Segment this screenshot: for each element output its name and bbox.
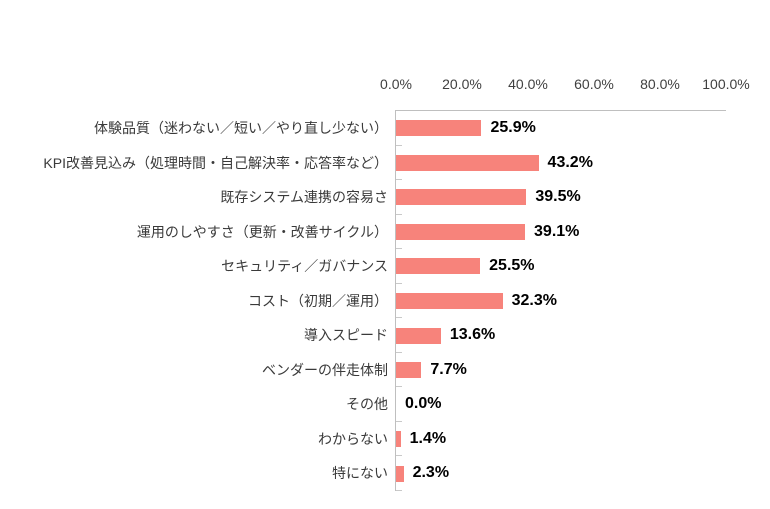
value-label: 25.9% xyxy=(490,119,536,136)
value-label: 32.3% xyxy=(511,291,557,309)
bar xyxy=(396,327,441,344)
bar xyxy=(396,293,503,309)
value-label: 7.7% xyxy=(430,360,467,378)
x-axis-tick-label: 60.0% xyxy=(574,76,614,92)
category-label: ベンダーの伴走体制 xyxy=(262,361,388,378)
y-axis-line xyxy=(395,110,396,491)
category-label: 導入スピード xyxy=(304,327,388,344)
y-axis-tick-mark xyxy=(396,248,402,250)
category-label: コスト（初期／運用） xyxy=(248,292,388,309)
x-axis-tick-label: 80.0% xyxy=(640,76,680,92)
value-label: 39.5% xyxy=(535,188,581,206)
y-axis-tick-mark xyxy=(396,282,402,284)
y-axis-tick-mark xyxy=(396,213,402,215)
x-axis-tick-label: 40.0% xyxy=(508,76,548,92)
bar xyxy=(396,223,526,240)
x-axis-tick-label: 0.0% xyxy=(380,76,412,92)
bar xyxy=(396,258,481,275)
value-label: 13.6% xyxy=(449,326,496,344)
category-label: 運用のしやすさ（更新・改善サイクル） xyxy=(136,223,388,240)
y-axis-tick-mark xyxy=(396,455,402,457)
y-axis-tick-mark xyxy=(396,317,402,319)
x-axis-tick-label: 20.0% xyxy=(442,76,482,92)
bar xyxy=(396,120,482,137)
y-axis-tick-mark xyxy=(396,351,402,353)
y-axis-tick-mark xyxy=(396,179,402,181)
value-label: 43.2% xyxy=(547,153,593,171)
value-label: 1.4% xyxy=(409,429,447,447)
y-axis-tick-mark xyxy=(396,420,402,422)
category-label: 特にない xyxy=(332,465,388,482)
category-label: 体験品質（迷わない／短い／やり直し少ない） xyxy=(94,120,388,136)
plot-top-border xyxy=(395,110,726,111)
value-label: 2.3% xyxy=(412,464,450,482)
value-label: 39.1% xyxy=(534,222,580,240)
value-label: 25.5% xyxy=(489,257,535,275)
y-axis-tick-mark xyxy=(396,386,402,388)
value-label: 0.0% xyxy=(405,395,442,413)
bar xyxy=(396,362,422,379)
y-axis-tick-mark xyxy=(396,144,402,146)
y-axis-tick-mark xyxy=(396,490,402,491)
x-axis-tick-label: 100.0% xyxy=(702,76,750,92)
category-label: その他 xyxy=(346,396,388,413)
bar xyxy=(396,189,527,206)
category-label: KPI改善見込み（処理時間・自己解決率・応答率など） xyxy=(43,154,388,171)
category-label: セキュリティ／ガバナンス xyxy=(221,258,388,275)
category-label: 既存システム連携の容易さ xyxy=(220,189,388,206)
category-label: わからない xyxy=(318,430,388,447)
bar xyxy=(396,465,404,482)
bar xyxy=(396,431,401,448)
bar xyxy=(396,154,539,171)
